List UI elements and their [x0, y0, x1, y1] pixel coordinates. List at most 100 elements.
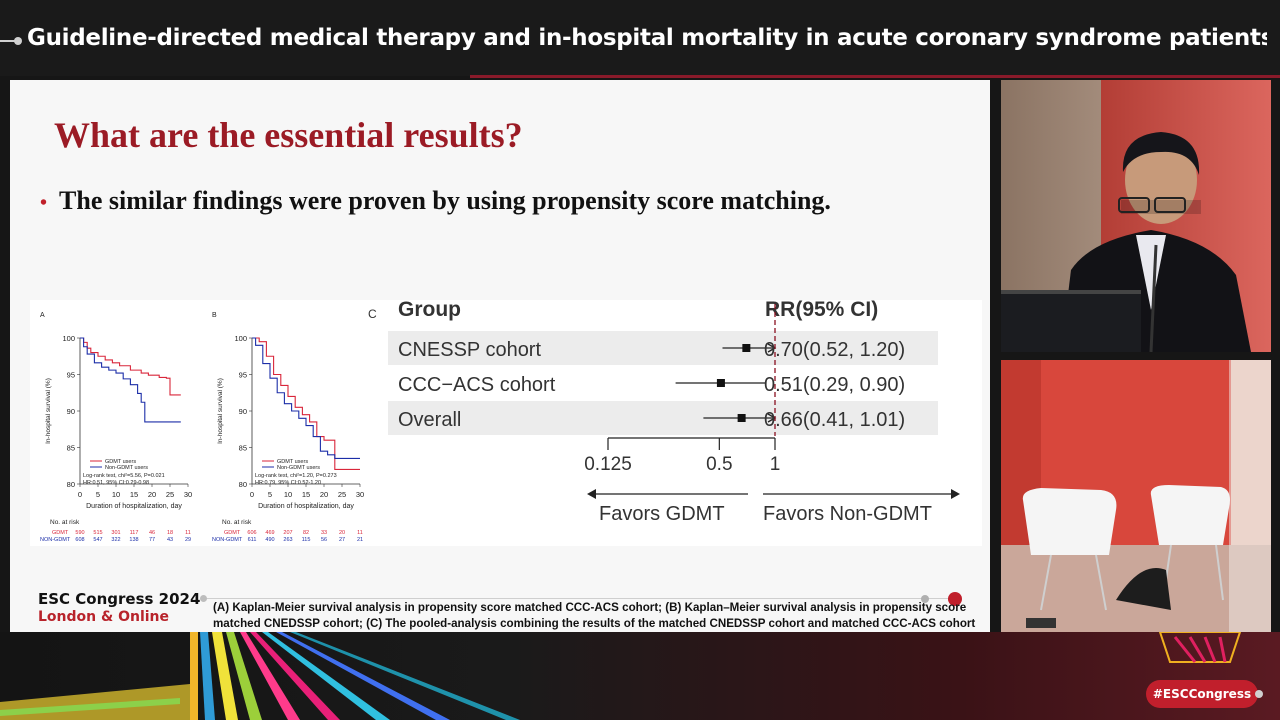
speaker-video	[1001, 80, 1271, 352]
stats-text: HR:0.79, 95% CI:0.52-1.20	[255, 480, 321, 486]
risk-value: 301	[111, 530, 120, 536]
presentation-slide: What are the essential results? • The sim…	[10, 80, 990, 632]
x-axis-label: Duration of hospitalization, day	[86, 503, 182, 510]
forest-row-shade	[388, 401, 938, 435]
risk-row-name: NON-GDMT	[212, 537, 243, 543]
x-tick-label: 10	[112, 490, 120, 499]
risk-table-label: No. at risk	[50, 519, 80, 526]
y-tick-label: 80	[239, 480, 247, 489]
forest-row-group: CNESSP cohort	[398, 339, 541, 361]
x-tick-label: 30	[356, 490, 364, 499]
footer-dot	[200, 595, 207, 602]
bullet-mark: •	[40, 192, 48, 214]
risk-row-name: GDMT	[224, 530, 241, 536]
survival-curve	[80, 337, 181, 396]
y-tick-label: 80	[67, 480, 75, 489]
figure-caption: (A) Kaplan-Meier survival analysis in pr…	[213, 601, 976, 630]
legend-item: GDMT users	[277, 459, 308, 465]
survival-curve	[80, 337, 181, 423]
forest-row-rr: 0.51(0.29, 0.90)	[764, 374, 905, 396]
survival-curve	[252, 337, 360, 459]
risk-value: 322	[111, 537, 120, 543]
stats-text: HR:0.51, 95% CI:0.29-0.98	[83, 480, 149, 486]
x-tick-label: 5	[268, 490, 272, 499]
risk-value: 11	[357, 530, 363, 536]
risk-value: 611	[248, 537, 257, 543]
risk-value: 590	[75, 530, 84, 536]
x-tick-label: 0	[250, 490, 254, 499]
esc-hashtag-badge[interactable]: #ESCCongress	[1146, 680, 1258, 708]
forest-x-tick-label: 0.125	[584, 454, 632, 475]
favors-right-label: Favors Non-GDMT	[763, 503, 932, 525]
legend-item: Non-GDMT users	[277, 465, 320, 471]
panel-label: B	[212, 312, 217, 319]
x-tick-label: 20	[320, 490, 328, 499]
y-axis-label: In-hospital survival (%)	[217, 378, 224, 444]
forest-row-group: CCC−ACS cohort	[398, 374, 556, 396]
forest-row-rr: 0.66(0.41, 1.01)	[764, 409, 905, 431]
risk-value: 606	[247, 530, 256, 536]
x-tick-label: 25	[166, 490, 174, 499]
laptop	[1001, 290, 1141, 352]
x-tick-label: 25	[338, 490, 346, 499]
white-chair	[1150, 485, 1230, 545]
stats-text: Log-rank test, chi²=5.56, P=0.021	[83, 473, 165, 479]
risk-value: 515	[93, 530, 102, 536]
title-bar: Guideline-directed medical therapy and i…	[0, 0, 1280, 78]
risk-value: 29	[185, 537, 191, 543]
arrowhead	[951, 489, 960, 499]
results-figure: A 80 85 90 95 100 0 5 10 15 20 25 30 In-hospital surv…	[30, 300, 982, 546]
risk-value: 115	[302, 537, 311, 543]
y-tick-label: 90	[67, 407, 75, 416]
legend-item: Non-GDMT users	[105, 465, 148, 471]
risk-value: 11	[185, 530, 191, 536]
forest-header-rr: RR(95% CI)	[765, 300, 878, 321]
risk-value: 33	[321, 530, 327, 536]
slide-heading: What are the essential results?	[54, 115, 523, 155]
speaker-scene	[1001, 80, 1271, 352]
risk-value: 18	[167, 530, 173, 536]
risk-value: 490	[265, 537, 274, 543]
panel-label: A	[40, 312, 45, 319]
studio-video	[1001, 360, 1271, 632]
video-title: Guideline-directed medical therapy and i…	[27, 25, 1267, 51]
forest-x-tick-label: 1	[770, 454, 781, 475]
forest-header-group: Group	[398, 300, 461, 321]
point-estimate	[742, 344, 751, 352]
point-estimate	[737, 414, 746, 422]
slide-bullet: • The similar findings were proven by usi…	[40, 186, 831, 216]
risk-value: 547	[93, 537, 102, 543]
point-estimate	[716, 379, 725, 387]
y-axis-label: In-hospital survival (%)	[45, 378, 52, 444]
x-tick-label: 0	[78, 490, 82, 499]
risk-value: 56	[321, 537, 327, 543]
risk-value: 43	[167, 537, 173, 543]
risk-row-name: NON-GDMT	[40, 537, 71, 543]
microphone	[1149, 244, 1158, 352]
risk-value: 469	[265, 530, 274, 536]
arrowhead	[587, 489, 596, 499]
y-tick-label: 95	[67, 371, 75, 380]
x-tick-label: 20	[148, 490, 156, 499]
x-tick-label: 30	[184, 490, 192, 499]
progress-line	[0, 40, 16, 42]
stats-text: Log-rank test, chi²=1.20, P=0.273	[255, 473, 337, 479]
y-tick-label: 90	[239, 407, 247, 416]
x-axis-label: Duration of hospitalization, day	[258, 503, 354, 510]
y-tick-label: 85	[67, 444, 75, 453]
panel-label: C	[368, 307, 377, 321]
risk-value: 138	[129, 537, 138, 543]
risk-value: 20	[339, 530, 345, 536]
decorative-stripes	[0, 632, 1242, 720]
logo-line-1: ESC Congress 2024	[38, 590, 201, 608]
studio-scene	[1001, 360, 1271, 632]
survival-curve	[252, 337, 360, 470]
risk-value: 21	[357, 537, 363, 543]
favors-left-label: Favors GDMT	[599, 503, 725, 525]
footer-dot-accent	[948, 592, 962, 606]
risk-value: 82	[303, 530, 309, 536]
backpack	[1116, 568, 1171, 610]
title-divider	[470, 75, 1280, 78]
